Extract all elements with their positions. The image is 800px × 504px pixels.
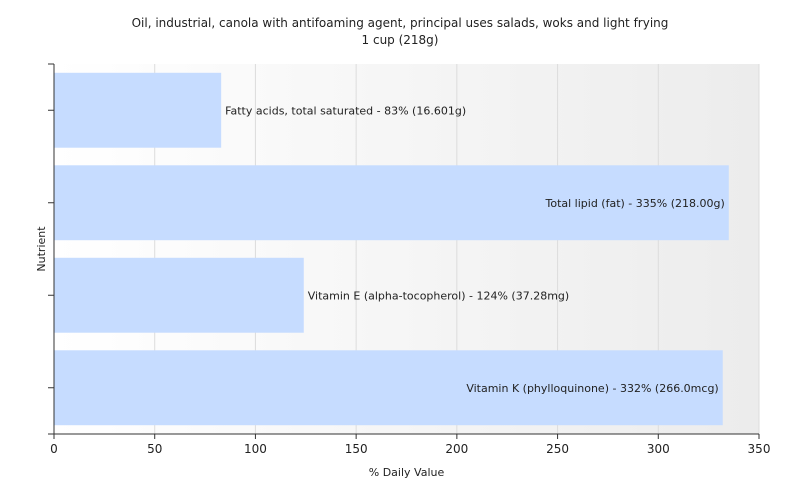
bar xyxy=(54,165,729,241)
x-tick-label: 200 xyxy=(445,442,468,456)
bar xyxy=(54,350,723,426)
x-tick-label: 250 xyxy=(546,442,569,456)
chart-subtitle: 1 cup (218g) xyxy=(361,33,439,47)
x-tick-label: 300 xyxy=(647,442,670,456)
data-label: Total lipid (fat) - 335% (218.00g) xyxy=(544,197,724,210)
x-axis-label: % Daily Value xyxy=(369,466,445,479)
y-axis-label: Nutrient xyxy=(35,226,48,272)
x-tick-label: 0 xyxy=(50,442,58,456)
data-label: Vitamin E (alpha-tocopherol) - 124% (37.… xyxy=(308,289,569,302)
data-label: Fatty acids, total saturated - 83% (16.6… xyxy=(225,104,466,117)
bar xyxy=(54,257,304,333)
x-tick-label: 350 xyxy=(748,442,771,456)
x-tick-label: 50 xyxy=(147,442,162,456)
x-tick-label: 150 xyxy=(345,442,368,456)
chart-title: Oil, industrial, canola with antifoaming… xyxy=(131,16,669,30)
x-tick-label: 100 xyxy=(244,442,267,456)
bar xyxy=(54,72,222,148)
data-label: Vitamin K (phylloquinone) - 332% (266.0m… xyxy=(466,382,718,395)
